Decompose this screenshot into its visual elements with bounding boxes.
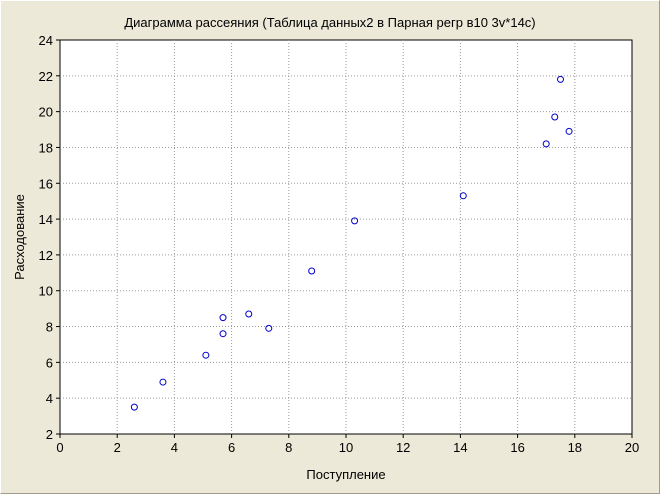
x-tick-label: 10 (339, 440, 353, 455)
x-tick-label: 2 (114, 440, 121, 455)
x-tick-label: 16 (510, 440, 524, 455)
x-tick-label: 14 (453, 440, 467, 455)
data-point (308, 267, 316, 275)
y-tick-label: 12 (39, 248, 53, 263)
x-tick-label: 0 (56, 440, 63, 455)
data-points (130, 75, 573, 411)
data-point (551, 113, 559, 121)
data-point (130, 403, 138, 411)
y-tick-label: 2 (46, 427, 53, 442)
y-tick-label: 14 (39, 212, 53, 227)
y-tick-label: 10 (39, 284, 53, 299)
data-point (459, 192, 467, 200)
data-point (245, 310, 253, 318)
data-point (557, 75, 564, 83)
plot-area (59, 39, 633, 435)
x-tick-label: 4 (171, 440, 178, 455)
data-point (351, 217, 359, 225)
x-axis-label: Поступление (306, 467, 385, 482)
x-tick-label: 18 (568, 440, 582, 455)
y-axis-label: Расходование (12, 194, 27, 280)
x-tick-label: 20 (625, 440, 639, 455)
y-tick-label: 22 (39, 69, 53, 84)
y-tick-label: 18 (39, 140, 53, 155)
chart-title: Диаграмма рассеяния (Таблица данных2 в П… (124, 15, 535, 30)
y-tick-label: 6 (46, 355, 53, 370)
data-point (159, 378, 167, 386)
data-point (202, 351, 210, 359)
y-tick-label: 16 (39, 176, 53, 191)
data-point (542, 140, 550, 148)
y-tick-label: 20 (39, 105, 53, 120)
y-tick-label: 24 (39, 33, 53, 48)
grid-lines (60, 40, 632, 434)
y-tick-label: 4 (46, 391, 53, 406)
x-tick-label: 6 (228, 440, 235, 455)
data-point (219, 314, 227, 322)
data-point (565, 127, 573, 135)
x-tick-label: 8 (285, 440, 292, 455)
data-point (265, 324, 273, 332)
y-tick-label: 8 (46, 320, 53, 335)
data-point (219, 330, 227, 338)
x-tick-label: 12 (396, 440, 410, 455)
